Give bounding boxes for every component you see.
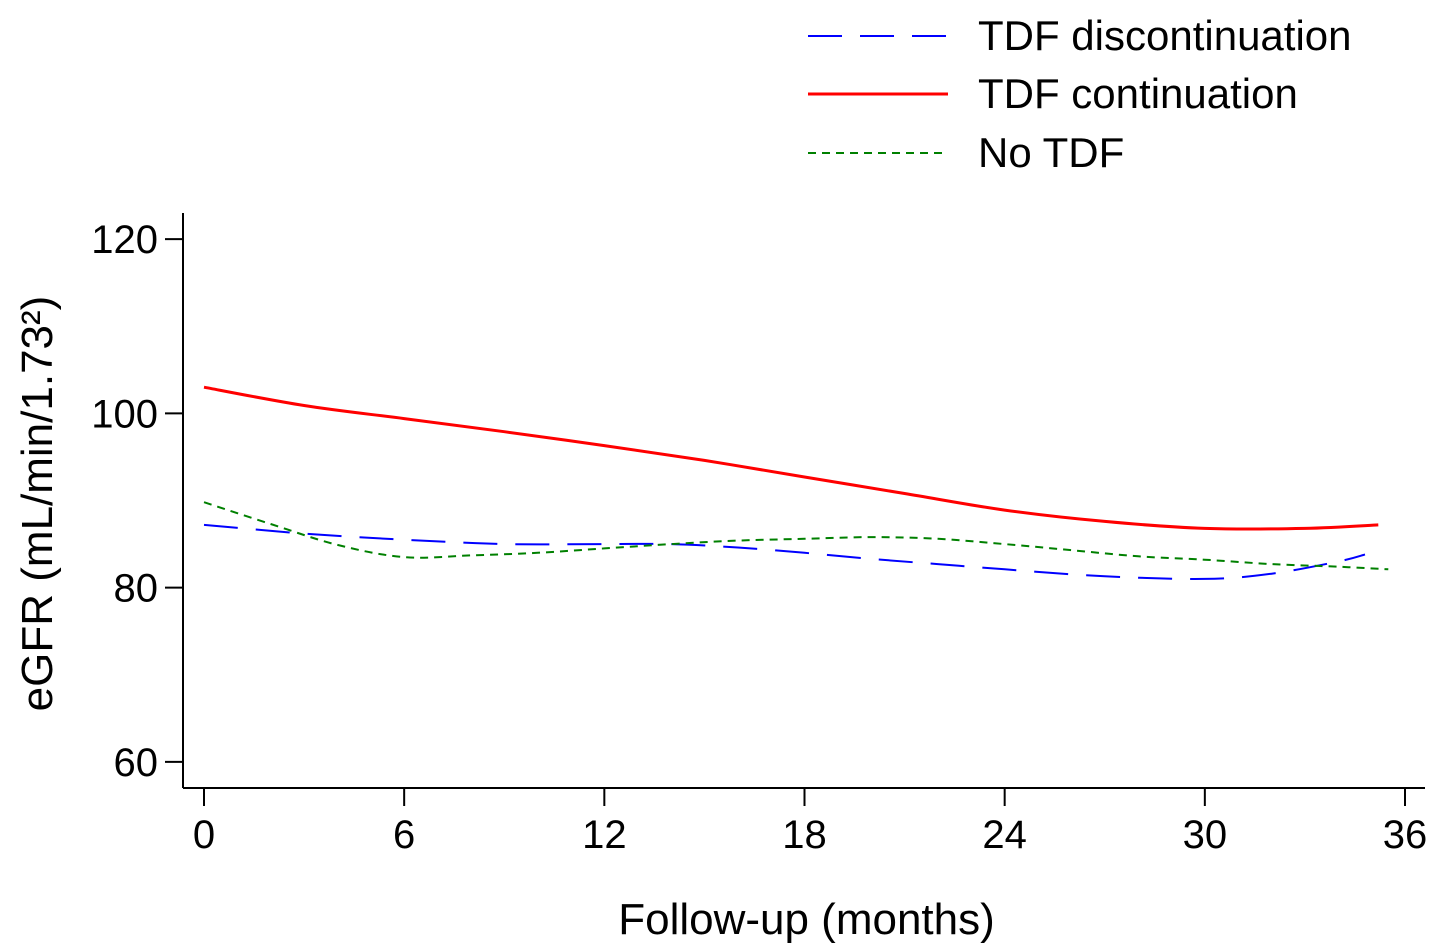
x-axis-title: Follow-up (months) bbox=[618, 895, 995, 944]
legend: TDF discontinuation TDF continuation No TD… bbox=[808, 12, 1352, 176]
legend-label-1: TDF discontinuation bbox=[978, 12, 1352, 59]
plot-area: 60 80 100 120 0 6 12 18 24 30 36 bbox=[91, 213, 1427, 857]
legend-label-3: No TDF bbox=[978, 129, 1124, 176]
x-tick-label: 12 bbox=[582, 813, 627, 857]
x-tick-label: 0 bbox=[193, 813, 215, 857]
series-line-3 bbox=[203, 501, 1389, 571]
series-layer bbox=[203, 385, 1389, 580]
x-tick-label: 30 bbox=[1183, 813, 1228, 857]
y-tick-label: 80 bbox=[114, 567, 159, 611]
y-tick-label: 60 bbox=[114, 741, 159, 785]
x-axis: 0 6 12 18 24 30 36 bbox=[183, 787, 1428, 857]
x-tick-label: 18 bbox=[782, 813, 827, 857]
y-tick-label: 100 bbox=[91, 392, 158, 436]
y-axis-title: eGFR (mL/min/1.73²) bbox=[13, 296, 62, 712]
series-line-1 bbox=[203, 523, 1366, 580]
series-line-2 bbox=[203, 385, 1379, 531]
x-tick-label: 36 bbox=[1383, 813, 1428, 857]
x-tick-label: 6 bbox=[393, 813, 415, 857]
y-tick-label: 120 bbox=[91, 218, 158, 262]
x-tick-label: 24 bbox=[982, 813, 1027, 857]
legend-label-2: TDF continuation bbox=[978, 70, 1298, 117]
y-axis: 60 80 100 120 bbox=[91, 213, 184, 788]
